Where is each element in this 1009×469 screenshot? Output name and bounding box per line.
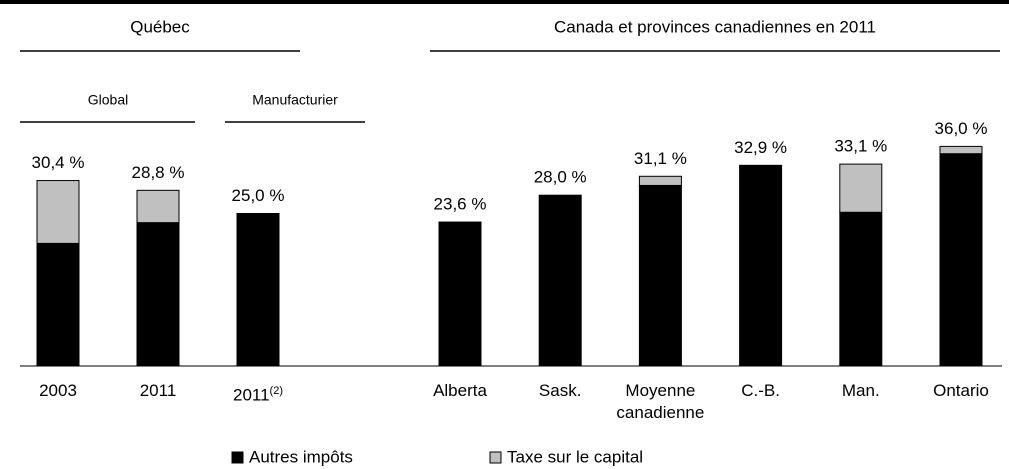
category-text: Sask. <box>538 381 582 400</box>
bar-segment <box>538 194 582 367</box>
total-label: 32,9 % <box>734 138 787 157</box>
category-text: 2003 <box>39 381 77 400</box>
total-label: 30,4 % <box>32 153 85 172</box>
subgroup-title: Manufacturier <box>252 92 338 108</box>
bar-segment <box>638 184 682 367</box>
bar-segment <box>438 221 482 367</box>
group-title: Québec <box>130 17 190 36</box>
legend-swatch <box>231 451 244 464</box>
legend-label: Taxe sur le capital <box>507 447 643 466</box>
total-label: 25,0 % <box>232 186 285 205</box>
x-tick-label: Man. <box>806 380 916 402</box>
bar-segment <box>36 242 80 367</box>
total-label: 28,8 % <box>132 163 185 182</box>
category-text: 2011 <box>139 381 177 400</box>
x-tick-label: 2003 <box>3 380 113 402</box>
subgroup-title: Global <box>88 92 128 108</box>
bar-segment <box>939 153 983 367</box>
x-tick-label: Alberta <box>405 380 515 402</box>
x-tick-label: 2011(2) <box>203 380 313 407</box>
category-text: Alberta <box>433 381 487 400</box>
bar-segment <box>236 213 280 367</box>
category-text: Man. <box>841 381 880 400</box>
bar-segment <box>638 175 682 186</box>
bar-segment <box>36 180 80 244</box>
total-label: 28,0 % <box>534 168 587 187</box>
bar-segment <box>136 222 180 367</box>
category-text: Ontario <box>933 381 989 400</box>
footnote-mark: (2) <box>269 385 283 397</box>
group-title: Canada et provinces canadiennes en 2011 <box>554 17 876 36</box>
category-text: Moyenne canadienne <box>616 381 705 422</box>
total-label: 33,1 % <box>834 137 887 156</box>
legend-swatch <box>489 451 502 464</box>
total-label: 31,1 % <box>634 149 687 168</box>
x-tick-label: Ontario <box>906 380 1009 402</box>
bar-segment <box>739 164 783 367</box>
top-rule <box>0 0 1009 4</box>
bar-segment <box>839 163 883 213</box>
x-tick-label: C.-B. <box>706 380 816 402</box>
x-tick-label: 2011 <box>103 380 213 402</box>
category-text: 2011 <box>232 385 270 405</box>
x-tick-label: Sask. <box>505 380 615 402</box>
total-label: 36,0 % <box>935 119 988 138</box>
category-text: C.-B. <box>741 381 780 400</box>
total-label: 23,6 % <box>434 195 487 214</box>
bar-segment <box>839 211 883 367</box>
bar-segment <box>939 145 983 155</box>
bar-segment <box>136 189 180 224</box>
legend-label: Autres impôts <box>249 447 353 466</box>
x-tick-label: Moyenne canadienne <box>605 380 715 424</box>
